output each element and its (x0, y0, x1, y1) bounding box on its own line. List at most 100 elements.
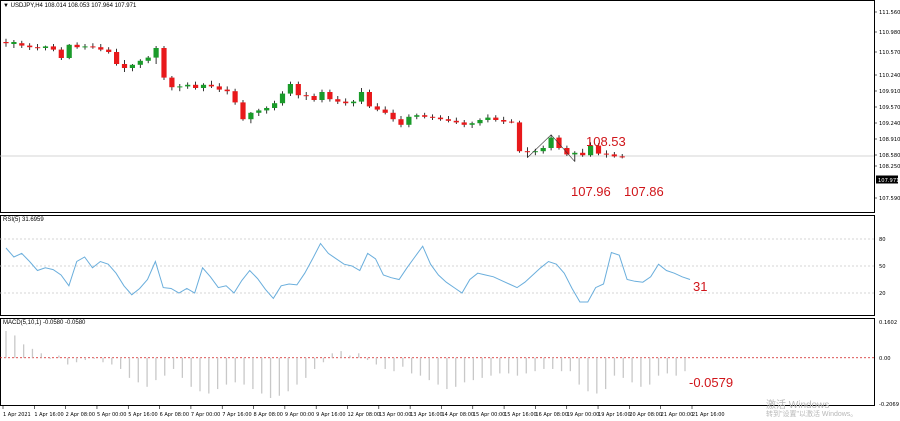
candle[interactable] (374, 103, 380, 112)
candle[interactable] (366, 89, 372, 108)
candle[interactable] (106, 47, 112, 54)
candle[interactable] (232, 88, 238, 105)
candle[interactable] (430, 114, 436, 120)
candle[interactable] (548, 134, 554, 151)
candle[interactable] (42, 45, 49, 51)
candle[interactable] (98, 44, 104, 52)
candle[interactable] (564, 145, 570, 156)
rsi-tick-label: 80 (879, 237, 886, 243)
candle[interactable] (82, 44, 88, 50)
candle[interactable] (200, 83, 207, 92)
candle[interactable] (224, 86, 230, 95)
candle[interactable] (137, 59, 143, 68)
candle-body (90, 46, 96, 48)
candle[interactable] (185, 82, 191, 89)
candle[interactable] (603, 150, 609, 158)
candle[interactable] (501, 116, 507, 124)
candle[interactable] (509, 119, 515, 124)
candle-body (256, 110, 262, 113)
candle[interactable] (319, 89, 325, 103)
time-tick-label: 21 Apr 00:00 (661, 412, 694, 418)
candle[interactable] (216, 83, 222, 92)
price-tick-label: 111.560 (879, 10, 900, 16)
candle[interactable] (240, 100, 246, 121)
candle[interactable] (3, 38, 9, 47)
candle[interactable] (50, 44, 56, 52)
candle[interactable] (74, 42, 80, 49)
candle[interactable] (580, 148, 586, 157)
candle[interactable] (208, 80, 214, 88)
candle[interactable] (469, 121, 475, 128)
candle[interactable] (493, 115, 499, 122)
candle[interactable] (35, 44, 41, 51)
candle[interactable] (264, 106, 270, 114)
candle[interactable] (303, 92, 309, 100)
candle[interactable] (248, 112, 254, 124)
candle[interactable] (145, 56, 151, 64)
macd-tick-label: 0.1602 (879, 320, 897, 326)
annotation-macd-value: -0.0579 (689, 375, 734, 390)
candle[interactable] (588, 142, 594, 157)
candle[interactable] (445, 116, 451, 123)
candle[interactable] (453, 117, 459, 124)
candle[interactable] (611, 152, 617, 158)
candle[interactable] (256, 108, 262, 116)
rsi-panel[interactable] (0, 238, 874, 303)
candle[interactable] (177, 84, 183, 92)
candle[interactable] (406, 114, 412, 128)
candle[interactable] (161, 46, 167, 80)
candle[interactable] (516, 120, 523, 153)
candle[interactable] (27, 43, 33, 50)
candle[interactable] (169, 76, 175, 91)
candle[interactable] (461, 120, 467, 128)
candle[interactable] (343, 98, 349, 106)
candle[interactable] (414, 113, 420, 120)
candle[interactable] (390, 109, 396, 122)
candle[interactable] (619, 154, 625, 159)
candle[interactable] (287, 81, 293, 96)
candle[interactable] (327, 89, 333, 102)
candle[interactable] (572, 151, 578, 162)
candle[interactable] (19, 40, 25, 48)
candle[interactable] (477, 118, 483, 126)
candle[interactable] (66, 44, 72, 60)
candle[interactable] (382, 106, 388, 115)
candle-body (437, 117, 444, 120)
candle-body (445, 119, 451, 121)
candle[interactable] (58, 47, 64, 60)
candle[interactable] (311, 93, 317, 102)
candle[interactable] (351, 100, 357, 107)
candle[interactable] (114, 48, 120, 66)
candle[interactable] (335, 96, 341, 104)
candle[interactable] (295, 81, 301, 99)
candle[interactable] (272, 100, 278, 111)
candle[interactable] (279, 91, 286, 106)
candle[interactable] (437, 115, 444, 121)
price-tick-label: 108.580 (879, 153, 900, 159)
time-tick-label: 15 Apr 16:00 (504, 412, 537, 418)
candle-body (287, 84, 293, 94)
candle-body (50, 46, 56, 50)
candle[interactable] (524, 147, 530, 158)
candle[interactable] (556, 135, 562, 150)
candle[interactable] (193, 81, 199, 90)
candle[interactable] (11, 40, 17, 48)
candle-body (161, 48, 167, 78)
candle[interactable] (153, 46, 159, 64)
candle[interactable] (485, 114, 491, 123)
price-panel[interactable] (0, 38, 874, 162)
macd-panel[interactable] (0, 330, 874, 398)
candle[interactable] (540, 145, 546, 154)
candle[interactable] (595, 143, 602, 156)
candle[interactable] (422, 112, 428, 119)
candle[interactable] (358, 88, 365, 104)
candle[interactable] (90, 43, 96, 49)
candle-body (248, 112, 254, 120)
candle-body (114, 52, 120, 64)
candle[interactable] (398, 116, 404, 128)
candle[interactable] (129, 64, 135, 72)
rsi-line[interactable] (5, 242, 691, 303)
dropdown-triangle-icon[interactable]: ▼ (3, 3, 9, 9)
candle[interactable] (121, 60, 128, 72)
